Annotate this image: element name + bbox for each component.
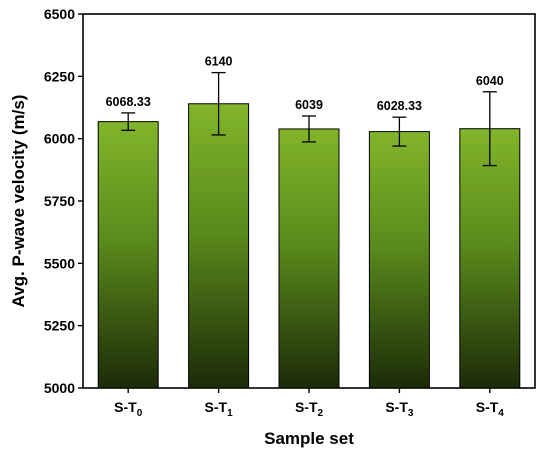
y-axis-title: Avg. P-wave velocity (m/s) xyxy=(9,95,28,308)
x-tick-label: S-T4 xyxy=(476,399,505,419)
x-tick-label: S-T3 xyxy=(385,399,414,419)
bars-group xyxy=(97,103,521,389)
data-labels-group: 6068.33 6140 6039 6028.33 6040 xyxy=(106,55,504,114)
bar xyxy=(278,128,340,389)
data-label: 6040 xyxy=(476,74,504,88)
x-axis-title: Sample set xyxy=(264,429,354,448)
bar xyxy=(97,121,159,389)
bar xyxy=(368,131,430,389)
y-tick-label: 5500 xyxy=(44,255,75,271)
y-tick-label: 6250 xyxy=(44,68,75,84)
bar xyxy=(188,103,250,389)
x-axis: S-T0 S-T1 S-T2 S-T3 S-T4 xyxy=(114,388,504,419)
x-tick-label: S-T2 xyxy=(295,399,324,419)
data-label: 6028.33 xyxy=(377,99,422,113)
data-label: 6068.33 xyxy=(106,95,151,109)
y-axis: 5000 5250 5500 5750 6000 6250 6500 xyxy=(44,6,83,396)
y-tick-label: 5000 xyxy=(44,380,75,396)
error-bars-group xyxy=(121,71,497,167)
data-label: 6039 xyxy=(295,98,323,112)
x-tick-label: S-T0 xyxy=(114,399,143,419)
x-tick-label: S-T1 xyxy=(205,399,234,419)
y-tick-label: 6500 xyxy=(44,6,75,22)
bar xyxy=(459,128,521,389)
y-tick-label: 6000 xyxy=(44,131,75,147)
y-tick-label: 5250 xyxy=(44,318,75,334)
y-tick-label: 5750 xyxy=(44,193,75,209)
data-label: 6140 xyxy=(205,55,233,69)
